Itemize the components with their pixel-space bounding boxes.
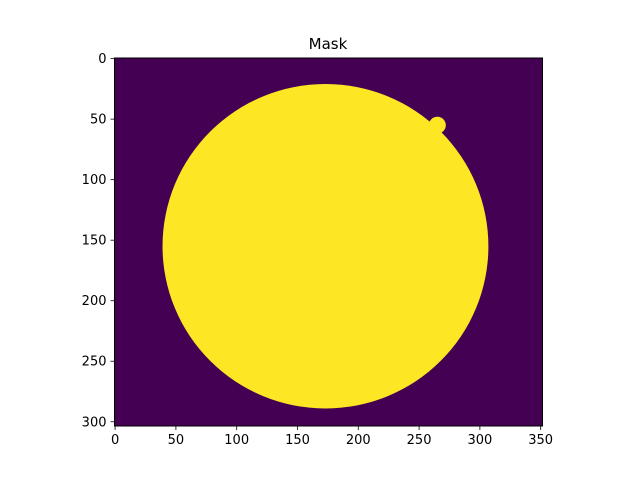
axes-frame <box>114 57 543 427</box>
x-tick-label: 350 <box>528 433 553 448</box>
y-tick-label: 0 <box>98 52 106 67</box>
x-tick-label: 0 <box>111 433 119 448</box>
plot-area <box>114 57 543 427</box>
y-tick-label: 100 <box>82 173 107 188</box>
mask-circle <box>162 84 489 409</box>
mask-bump <box>428 116 446 134</box>
x-tick-label: 150 <box>285 433 310 448</box>
chart-title: Mask <box>309 35 348 53</box>
x-tick-label: 250 <box>407 433 432 448</box>
x-tick-label: 100 <box>224 433 249 448</box>
x-tick-label: 300 <box>467 433 492 448</box>
y-tick-label: 300 <box>82 415 107 430</box>
x-tick-label: 200 <box>346 433 371 448</box>
y-tick-label: 250 <box>82 355 107 370</box>
x-tick-label: 50 <box>168 433 185 448</box>
y-axis: 0 50 100 150 200 250 300 <box>82 52 115 430</box>
y-tick-label: 200 <box>82 294 107 309</box>
y-tick-label: 50 <box>90 113 107 128</box>
y-tick-label: 150 <box>82 234 107 249</box>
x-axis: 0 50 100 150 200 250 300 350 <box>111 426 553 448</box>
mask-region <box>162 84 489 409</box>
